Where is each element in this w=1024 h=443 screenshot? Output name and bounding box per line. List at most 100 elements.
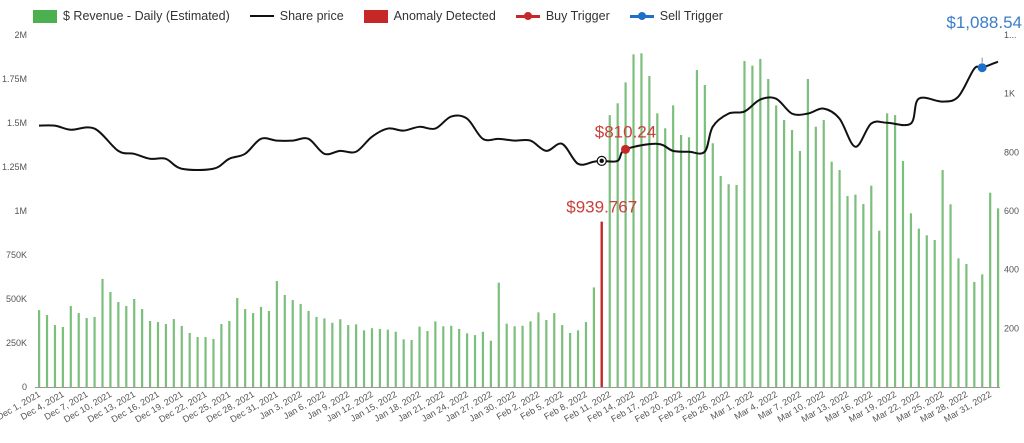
revenue-bar bbox=[117, 301, 120, 387]
right-axis-tick-label: 800 bbox=[1004, 147, 1019, 157]
revenue-bar bbox=[917, 228, 920, 387]
revenue-bar bbox=[164, 323, 168, 387]
revenue-bar bbox=[93, 316, 96, 387]
revenue-bar bbox=[172, 319, 175, 387]
revenue-bar bbox=[703, 84, 706, 387]
revenue-bar bbox=[220, 323, 223, 387]
revenue-bar bbox=[69, 306, 72, 387]
revenue-bar bbox=[362, 330, 366, 387]
revenue-bar bbox=[148, 321, 152, 387]
revenue-bar bbox=[941, 169, 944, 387]
left-axis-tick-label: 1.5M bbox=[7, 118, 27, 128]
revenue-bar bbox=[45, 315, 49, 387]
revenue-bar bbox=[378, 328, 382, 387]
right-axis-tick-label: 1K bbox=[1004, 89, 1015, 99]
revenue-bar bbox=[259, 306, 263, 387]
revenue-bar bbox=[767, 79, 770, 387]
legend-label: Share price bbox=[279, 9, 344, 23]
legend-item-anomaly[interactable]: Anomaly Detected bbox=[363, 9, 496, 23]
revenue-bar bbox=[109, 291, 112, 387]
revenue-bar bbox=[339, 319, 342, 387]
revenue-bar bbox=[909, 213, 913, 387]
revenue-bar bbox=[38, 310, 41, 387]
revenue-bar bbox=[275, 281, 278, 387]
revenue-bar bbox=[672, 105, 675, 388]
revenue-bar bbox=[299, 303, 302, 387]
chart-legend: $ Revenue - Daily (Estimated) Share pric… bbox=[33, 9, 743, 23]
revenue-bar bbox=[125, 306, 128, 387]
right-axis-tick-label: 600 bbox=[1004, 206, 1019, 216]
left-axis-tick-label: 2M bbox=[14, 30, 27, 40]
revenue-bar bbox=[783, 120, 786, 388]
revenue-bar bbox=[418, 326, 421, 387]
revenue-bar bbox=[402, 339, 405, 387]
left-axis-tick-label: 500K bbox=[6, 294, 27, 304]
revenue-bar bbox=[481, 331, 485, 387]
revenue-bar bbox=[933, 240, 936, 387]
revenue-bar bbox=[85, 318, 88, 387]
current-price-marker-dot bbox=[599, 158, 604, 164]
revenue-bar bbox=[576, 330, 580, 387]
revenue-bar bbox=[989, 192, 992, 387]
revenue-bar bbox=[53, 325, 57, 387]
revenue-bar bbox=[640, 53, 643, 387]
legend-item-revenue[interactable]: $ Revenue - Daily (Estimated) bbox=[33, 9, 230, 23]
revenue-bar bbox=[537, 312, 540, 387]
revenue-bar bbox=[735, 184, 738, 387]
revenue-bar bbox=[386, 329, 389, 387]
left-axis-tick-label: 1M bbox=[14, 206, 27, 216]
revenue-bar bbox=[529, 321, 532, 387]
revenue-bar bbox=[307, 310, 310, 387]
revenue-bar bbox=[513, 326, 516, 387]
revenue-bar bbox=[394, 331, 397, 387]
legend-swatch-revenue bbox=[33, 9, 57, 23]
right-axis-tick-label: 1... bbox=[1004, 30, 1017, 40]
revenue-bar bbox=[196, 337, 199, 387]
revenue-bar bbox=[624, 82, 627, 388]
revenue-bar bbox=[521, 325, 524, 387]
revenue-bar bbox=[759, 58, 762, 387]
left-axis-tick-label: 750K bbox=[6, 250, 27, 260]
revenue-bar bbox=[370, 328, 374, 387]
revenue-bar bbox=[267, 310, 271, 387]
sell-trigger-marker bbox=[977, 63, 987, 73]
legend-label: Buy Trigger bbox=[545, 9, 610, 23]
revenue-bar bbox=[965, 263, 968, 387]
revenue-bar bbox=[711, 143, 714, 387]
legend-line-sell bbox=[629, 11, 654, 20]
revenue-bar bbox=[553, 313, 556, 387]
revenue-bar bbox=[981, 274, 984, 387]
left-axis-tick-label: 1.25M bbox=[2, 162, 27, 172]
legend-item-share-price[interactable]: Share price bbox=[249, 9, 344, 23]
anomaly-bar bbox=[600, 221, 603, 387]
revenue-bar bbox=[331, 322, 334, 387]
revenue-bar bbox=[870, 185, 873, 387]
revenue-bar bbox=[830, 161, 833, 387]
revenue-bar bbox=[545, 319, 548, 387]
revenue-bar bbox=[442, 326, 445, 387]
revenue-bar bbox=[450, 325, 453, 387]
revenue-bar bbox=[347, 325, 350, 387]
revenue-bar bbox=[925, 235, 928, 387]
revenue-bar bbox=[901, 161, 905, 387]
left-axis-tick-label: 250K bbox=[6, 338, 27, 348]
sell-trigger-label: $1,088.54 bbox=[946, 13, 1022, 32]
revenue-bar bbox=[878, 230, 881, 387]
revenue-bar bbox=[188, 332, 191, 387]
legend-label: Sell Trigger bbox=[659, 9, 723, 23]
revenue-bar bbox=[141, 309, 144, 387]
legend-item-sell-trigger[interactable]: Sell Trigger bbox=[629, 9, 723, 23]
revenue-bar bbox=[775, 105, 778, 388]
legend-line-share-price bbox=[249, 15, 274, 17]
revenue-bar bbox=[997, 208, 1000, 387]
revenue-bar bbox=[687, 137, 691, 387]
legend-item-buy-trigger[interactable]: Buy Trigger bbox=[515, 9, 610, 23]
buy-trigger-label: $810.24 bbox=[595, 122, 656, 141]
revenue-bar bbox=[949, 204, 952, 387]
left-axis-tick-label: 0 bbox=[22, 382, 27, 392]
revenue-bar bbox=[251, 313, 255, 387]
revenue-bar bbox=[569, 332, 572, 387]
revenue-bar bbox=[893, 115, 897, 387]
revenue-bar bbox=[664, 128, 667, 387]
revenue-bar bbox=[822, 120, 825, 388]
